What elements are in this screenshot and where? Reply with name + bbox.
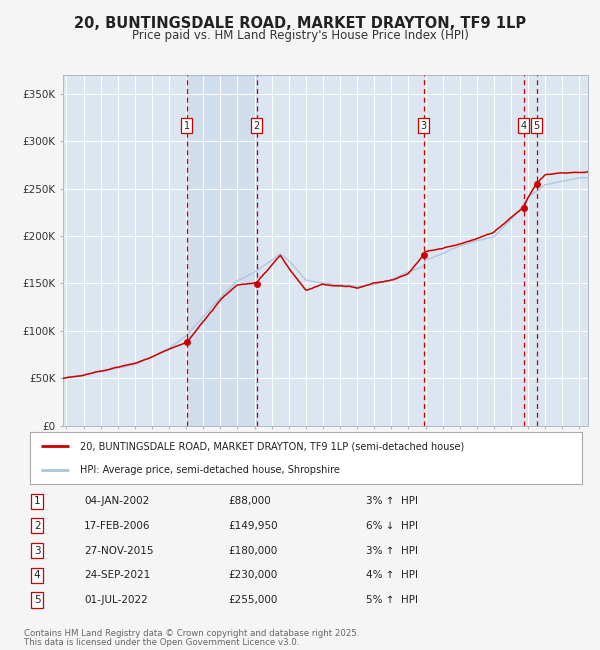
Text: 3: 3 <box>421 121 427 131</box>
Text: 24-SEP-2021: 24-SEP-2021 <box>84 570 150 580</box>
Text: 6% ↓  HPI: 6% ↓ HPI <box>366 521 418 531</box>
Text: Price paid vs. HM Land Registry's House Price Index (HPI): Price paid vs. HM Land Registry's House … <box>131 29 469 42</box>
Text: £230,000: £230,000 <box>228 570 277 580</box>
Text: £255,000: £255,000 <box>228 595 277 605</box>
Text: 1: 1 <box>184 121 190 131</box>
Text: £149,950: £149,950 <box>228 521 278 531</box>
Text: 5: 5 <box>34 595 41 605</box>
Text: Contains HM Land Registry data © Crown copyright and database right 2025.: Contains HM Land Registry data © Crown c… <box>24 629 359 638</box>
Text: 4: 4 <box>520 121 527 131</box>
Text: 3% ↑  HPI: 3% ↑ HPI <box>366 496 418 506</box>
Text: 04-JAN-2002: 04-JAN-2002 <box>84 496 149 506</box>
Text: 5% ↑  HPI: 5% ↑ HPI <box>366 595 418 605</box>
Text: 3: 3 <box>34 545 41 556</box>
Text: 2: 2 <box>34 521 41 531</box>
Text: 1: 1 <box>34 496 41 506</box>
Text: 2: 2 <box>253 121 260 131</box>
Text: 01-JUL-2022: 01-JUL-2022 <box>84 595 148 605</box>
Bar <box>187 75 257 426</box>
Text: 5: 5 <box>533 121 540 131</box>
Text: 4: 4 <box>34 570 41 580</box>
Text: HPI: Average price, semi-detached house, Shropshire: HPI: Average price, semi-detached house,… <box>80 465 340 475</box>
Text: 3% ↑  HPI: 3% ↑ HPI <box>366 545 418 556</box>
Text: 27-NOV-2015: 27-NOV-2015 <box>84 545 154 556</box>
Text: 20, BUNTINGSDALE ROAD, MARKET DRAYTON, TF9 1LP: 20, BUNTINGSDALE ROAD, MARKET DRAYTON, T… <box>74 16 526 31</box>
Text: This data is licensed under the Open Government Licence v3.0.: This data is licensed under the Open Gov… <box>24 638 299 647</box>
Text: £180,000: £180,000 <box>228 545 277 556</box>
Text: 20, BUNTINGSDALE ROAD, MARKET DRAYTON, TF9 1LP (semi-detached house): 20, BUNTINGSDALE ROAD, MARKET DRAYTON, T… <box>80 441 464 451</box>
Text: 17-FEB-2006: 17-FEB-2006 <box>84 521 151 531</box>
Text: £88,000: £88,000 <box>228 496 271 506</box>
Text: 4% ↑  HPI: 4% ↑ HPI <box>366 570 418 580</box>
